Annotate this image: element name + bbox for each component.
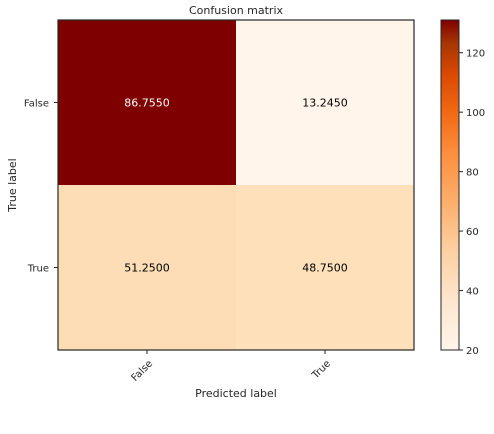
- cell-value-label: 48.7500: [302, 262, 348, 275]
- plot-frame: [57, 19, 415, 351]
- x-tick-labels: False True: [130, 350, 334, 384]
- x-tick-label: True: [310, 358, 334, 382]
- colorbar-tick-label: 20: [466, 346, 479, 357]
- x-axis-label: Predicted label: [195, 387, 277, 400]
- heatmap-cells: 86.7550 13.2450 51.2500 48.7500: [58, 20, 414, 350]
- heatmap-cell: [236, 185, 414, 350]
- colorbar-tick-label: 60: [466, 227, 479, 238]
- y-axis-label: True label: [6, 158, 19, 212]
- colorbar-gradient: [441, 20, 459, 350]
- colorbar-tick-label: 40: [466, 287, 479, 298]
- colorbar-tick-label: 120: [466, 49, 485, 60]
- heatmap-cell: [236, 20, 414, 185]
- colorbar-tick-label: 100: [466, 108, 485, 119]
- heatmap-cell: [58, 20, 236, 185]
- colorbar-ticks: 20 40 60 80 100 120: [459, 49, 485, 357]
- cell-value-label: 86.7550: [124, 97, 170, 110]
- x-tick-label: False: [130, 358, 156, 384]
- y-tick-labels: False True: [24, 99, 58, 275]
- cell-value-label: 51.2500: [124, 262, 170, 275]
- colorbar-frame: [440, 19, 460, 351]
- y-tick-label: True: [27, 264, 49, 275]
- heatmap-cell: [58, 185, 236, 350]
- colorbar-tick-label: 80: [466, 168, 479, 179]
- y-tick-label: False: [24, 99, 49, 110]
- cell-value-label: 13.2450: [302, 97, 348, 110]
- chart-title: Confusion matrix: [189, 4, 284, 17]
